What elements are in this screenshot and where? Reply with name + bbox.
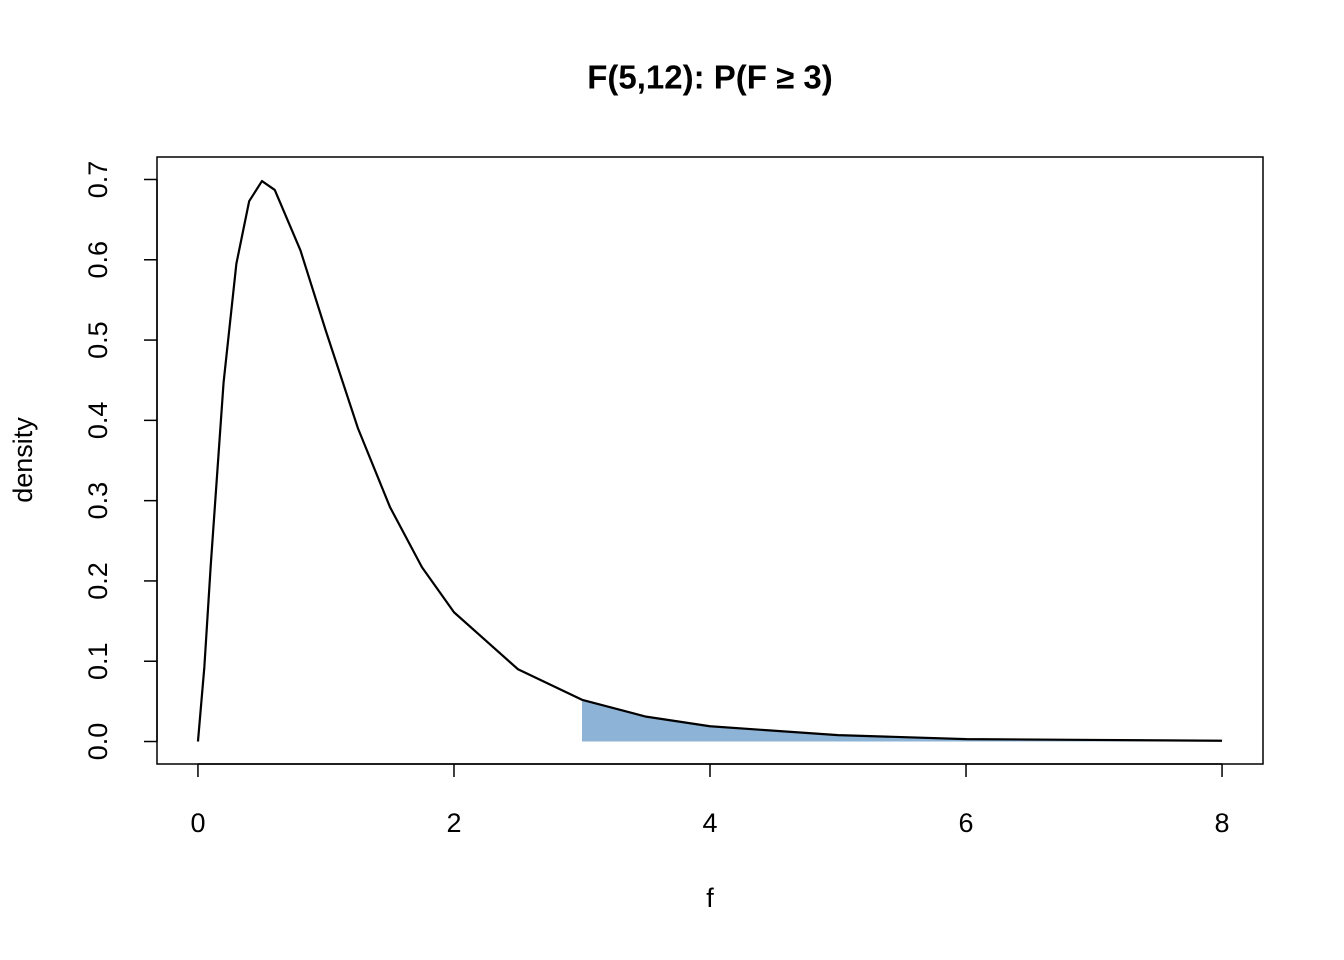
y-tick-label: 0.5 xyxy=(83,321,113,359)
x-tick-label: 6 xyxy=(959,808,974,838)
x-tick-label: 0 xyxy=(190,808,205,838)
x-axis-label: f xyxy=(706,883,714,913)
chart-title: F(5,12): P(F ≥ 3) xyxy=(587,59,832,96)
plot-frame xyxy=(156,156,1264,765)
x-tick-label: 8 xyxy=(1215,808,1230,838)
y-tick-label: 0.4 xyxy=(83,402,113,440)
y-tick-label: 0.3 xyxy=(83,482,113,520)
y-tick-label: 0.1 xyxy=(83,642,113,680)
density-line xyxy=(196,179,1223,742)
y-tick-label: 0.6 xyxy=(83,241,113,279)
y-tick-label: 0.0 xyxy=(83,723,113,761)
shaded-area xyxy=(581,699,1223,742)
y-tick-label: 0.7 xyxy=(83,161,113,199)
y-axis-label: density xyxy=(8,417,38,503)
x-tick-label: 4 xyxy=(702,808,717,838)
y-tick-label: 0.2 xyxy=(83,562,113,600)
x-tick-label: 2 xyxy=(446,808,461,838)
